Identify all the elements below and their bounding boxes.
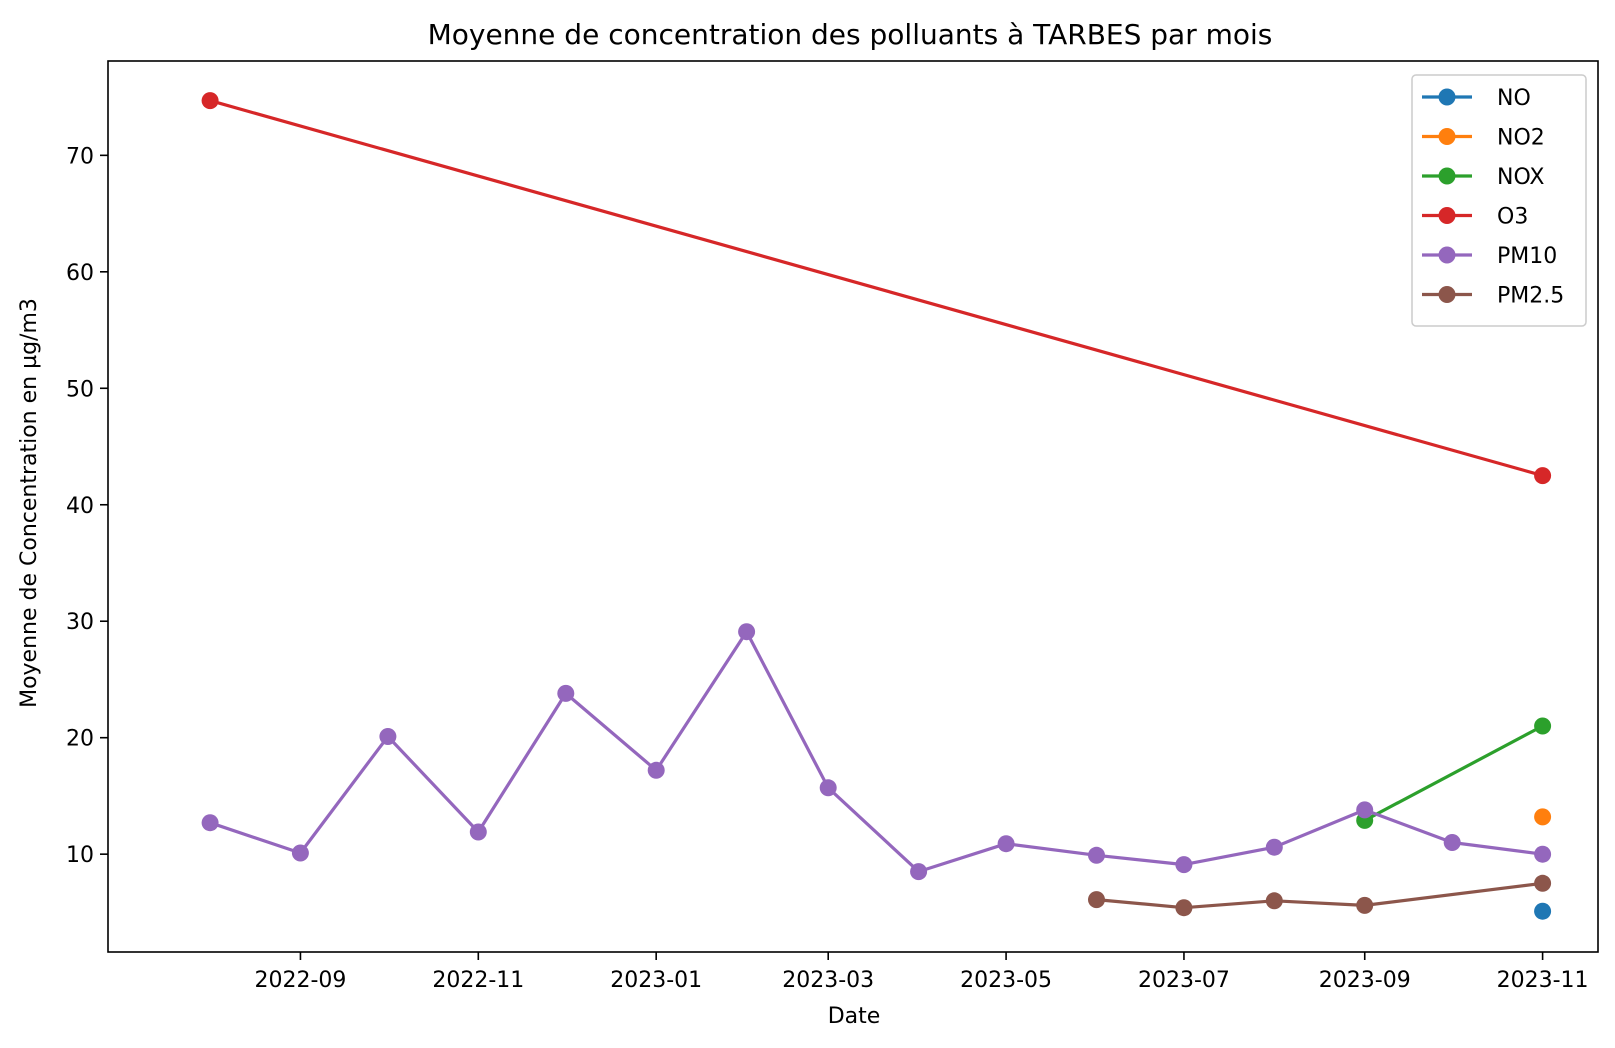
- data-point: [738, 623, 756, 641]
- legend-label: NOX: [1497, 165, 1544, 190]
- plot-area: [201, 92, 1552, 920]
- y-axis-label: Moyenne de Concentration en µg/m3: [17, 298, 42, 708]
- data-point: [291, 844, 309, 862]
- data-point: [1265, 838, 1283, 856]
- legend-marker: [1438, 246, 1456, 264]
- legend-label: NO2: [1497, 126, 1545, 151]
- x-tick-label: 2022-11: [432, 968, 524, 993]
- series-pm2-5: [1088, 874, 1552, 917]
- data-point: [1534, 902, 1552, 920]
- legend-label: O3: [1497, 205, 1528, 230]
- series-line: [1096, 881, 1543, 910]
- y-tick-label: 60: [66, 261, 94, 286]
- legend-label: PM10: [1497, 244, 1557, 269]
- data-point: [1534, 874, 1552, 892]
- data-point: [1534, 845, 1552, 863]
- legend-marker: [1438, 88, 1456, 106]
- y-tick-label: 50: [66, 377, 94, 402]
- legend-item: NO2: [1422, 126, 1545, 151]
- x-tick-label: 2023-07: [1138, 968, 1230, 993]
- legend-marker: [1438, 286, 1456, 303]
- data-point: [647, 761, 665, 779]
- x-tick-label: 2023-11: [1497, 968, 1589, 993]
- legend-label: NO: [1497, 86, 1531, 111]
- data-point: [819, 779, 837, 797]
- data-point: [379, 728, 397, 745]
- series-pm10: [201, 623, 1552, 881]
- legend-label: PM2.5: [1497, 284, 1564, 309]
- series-no: [1534, 902, 1552, 920]
- data-point: [1534, 717, 1552, 735]
- data-point: [1088, 846, 1105, 864]
- x-tick-label: 2022-09: [254, 968, 346, 993]
- data-point: [997, 835, 1015, 853]
- legend-item: O3: [1422, 205, 1528, 230]
- x-tick-label: 2023-03: [782, 968, 874, 993]
- legend: NO NO2 NOX O3 PM10 PM2.5: [1411, 74, 1587, 327]
- legend-item: NO: [1422, 86, 1531, 111]
- data-point: [1534, 467, 1552, 485]
- legend-marker: [1438, 167, 1456, 185]
- data-point: [1175, 899, 1193, 917]
- series-line: [1363, 724, 1544, 822]
- data-point: [1088, 891, 1105, 909]
- x-tick-label: 2023-05: [960, 968, 1052, 993]
- data-point: [1265, 892, 1283, 910]
- data-point: [1534, 808, 1552, 826]
- plot-frame: [107, 60, 1599, 953]
- x-axis: 2022-09 2022-11 2023-01 2023-03 2023-05 2023-…: [254, 952, 1589, 993]
- y-tick-label: 20: [66, 727, 94, 752]
- legend-item: PM10: [1422, 244, 1557, 269]
- legend-item: PM2.5: [1422, 284, 1564, 309]
- data-point: [1356, 896, 1374, 914]
- chart-title: Moyenne de concentration des polluants à…: [428, 18, 1273, 51]
- series-no2: [1534, 808, 1552, 826]
- series-nox: [1356, 717, 1552, 829]
- x-axis-label: Date: [828, 1004, 881, 1029]
- y-axis: 10 20 30 40 50 60 70: [66, 144, 108, 868]
- series-o3: [201, 92, 1552, 485]
- data-point: [910, 863, 928, 881]
- series-line: [209, 99, 1544, 478]
- data-point: [201, 92, 219, 110]
- legend-marker: [1438, 207, 1456, 224]
- y-tick-label: 40: [66, 494, 94, 519]
- legend-item: NOX: [1422, 165, 1544, 190]
- data-point: [557, 684, 575, 702]
- data-point: [469, 823, 487, 841]
- legend-marker: [1438, 128, 1456, 145]
- data-point: [1175, 856, 1193, 874]
- x-tick-label: 2023-09: [1319, 968, 1411, 993]
- y-tick-label: 10: [66, 843, 94, 868]
- data-point: [201, 814, 219, 832]
- series-line: [209, 630, 1543, 874]
- data-point: [1356, 801, 1374, 819]
- y-tick-label: 70: [66, 144, 94, 169]
- x-tick-label: 2023-01: [610, 968, 702, 993]
- data-point: [1443, 834, 1461, 851]
- y-tick-label: 30: [66, 610, 94, 635]
